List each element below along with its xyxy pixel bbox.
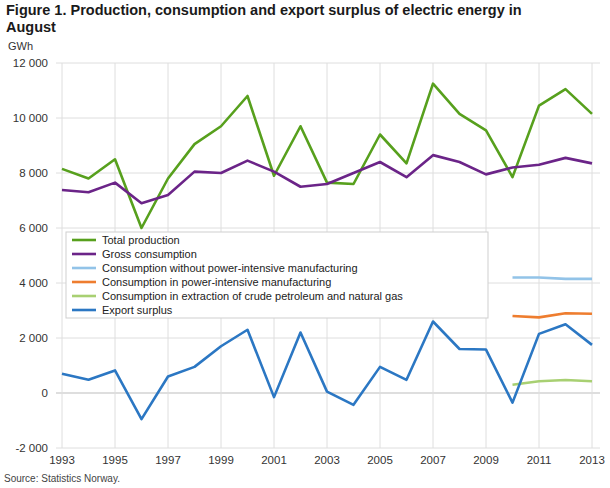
x-tick-label: 2013 — [579, 454, 605, 466]
legend-swatch — [72, 309, 96, 312]
x-tick-label: 1999 — [208, 454, 234, 466]
x-grid-line — [539, 63, 540, 448]
y-grid-line — [56, 63, 600, 64]
legend-swatch — [72, 239, 96, 242]
y-tick-label: 10 000 — [13, 112, 48, 124]
plot-area — [62, 84, 592, 420]
x-grid-line — [592, 63, 593, 448]
y-tick-label: 6 000 — [19, 222, 48, 234]
y-tick-label: 0 — [42, 387, 48, 399]
legend-swatch — [72, 295, 96, 298]
legend-label: Consumption in power-intensive manufactu… — [102, 276, 331, 288]
y-tick-label: 4 000 — [19, 277, 48, 289]
x-tick-label: 2003 — [314, 454, 340, 466]
y-grid-line — [56, 228, 600, 229]
x-tick-label: 1993 — [49, 454, 75, 466]
y-tick-label: 2 000 — [19, 332, 48, 344]
legend-swatch — [72, 253, 96, 256]
series-line — [62, 84, 592, 228]
series-line — [513, 313, 593, 317]
x-tick-label: 2001 — [261, 454, 287, 466]
legend-swatch — [72, 267, 96, 270]
chart-svg: -2 000 0 2 000 4 000 6 000 8 000 10 000 12 000 1… — [0, 0, 610, 488]
series-line — [513, 380, 593, 385]
y-grid-line — [56, 173, 600, 174]
legend-label: Gross consumption — [102, 248, 197, 260]
x-tick-label: 2005 — [367, 454, 393, 466]
y-tick-label: -2 000 — [15, 442, 48, 454]
y-tick-label: 8 000 — [19, 167, 48, 179]
y-grid-line — [56, 338, 600, 339]
series-line — [62, 322, 592, 420]
x-tick-label: 1995 — [102, 454, 128, 466]
legend-label: Total production — [102, 234, 180, 246]
source-note: Source: Statistics Norway. — [4, 473, 120, 484]
x-tick-label: 1997 — [155, 454, 181, 466]
x-grid-line — [62, 63, 63, 448]
y-tick-label: 12 000 — [13, 57, 48, 69]
y-grid-line — [56, 448, 600, 449]
series-line — [513, 278, 593, 279]
legend-label: Consumption in extraction of crude petro… — [102, 290, 403, 302]
legend: Total production Gross consumption Consump… — [66, 232, 488, 318]
x-tick-label: 2007 — [420, 454, 446, 466]
chart-title: Figure 1. Production, consumption and ex… — [6, 2, 566, 36]
x-tick-label: 2009 — [473, 454, 499, 466]
legend-swatch — [72, 281, 96, 284]
legend-box — [66, 232, 488, 318]
legend-label: Consumption without power-intensive manu… — [102, 262, 358, 274]
x-tick-label: 2011 — [527, 454, 552, 466]
legend-label: Export surplus — [102, 304, 173, 316]
y-axis-label: GWh — [8, 40, 33, 52]
y-grid-line — [56, 118, 600, 119]
series-line — [62, 155, 592, 203]
